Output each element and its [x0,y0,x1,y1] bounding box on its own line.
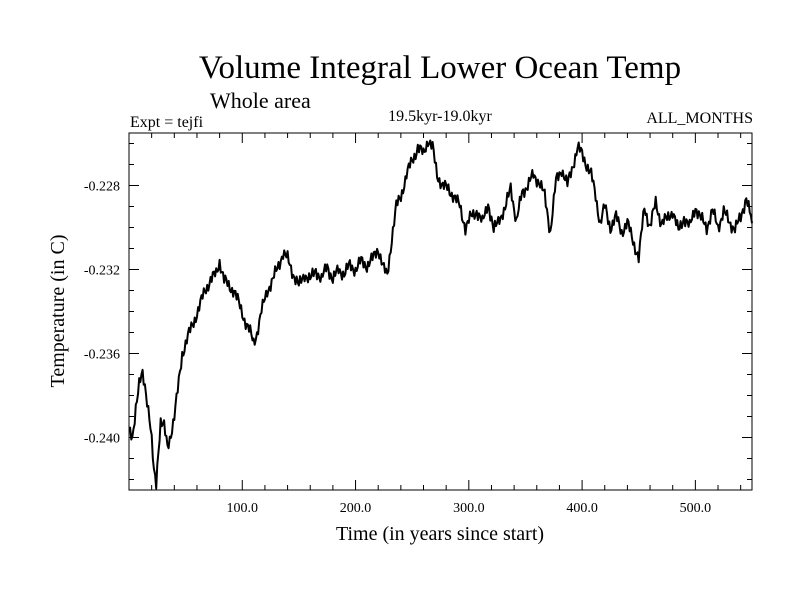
x-tick-label: 400.0 [566,501,598,516]
axis-tick-labels: 100.0 200.0 300.0 400.0 500.0 -0.240 -0.236 -0.… [84,180,711,517]
x-tick-label: 300.0 [453,501,485,516]
time-range-label: 19.5kyr-19.0kyr [388,108,492,125]
y-tick-label: -0.232 [84,264,120,279]
chart-subtitle: Whole area [210,88,311,113]
x-axis-title: Time (in years since start) [336,523,544,545]
y-tick-label: -0.228 [84,180,120,195]
y-tick-label: -0.240 [84,432,120,447]
months-label: ALL_MONTHS [646,110,753,127]
x-tick-label: 500.0 [680,501,712,516]
y-axis-title: Temperature (in C) [47,235,69,388]
x-tick-label: 100.0 [227,501,259,516]
experiment-label: Expt = tejfi [130,114,204,131]
series-line [128,139,753,490]
y-tick-label: -0.236 [84,348,120,363]
chart-title: Volume Integral Lower Ocean Temp [198,50,682,86]
x-tick-label: 200.0 [340,501,372,516]
axis-ticks [129,133,752,490]
